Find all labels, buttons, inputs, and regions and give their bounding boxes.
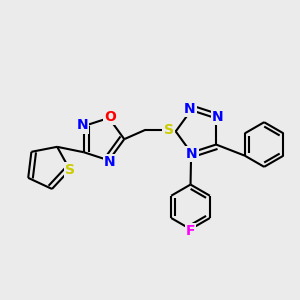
- Text: S: S: [65, 163, 75, 177]
- Text: N: N: [184, 102, 195, 116]
- Text: N: N: [76, 118, 88, 132]
- Text: N: N: [212, 110, 224, 124]
- Text: O: O: [104, 110, 116, 124]
- Text: N: N: [104, 155, 115, 169]
- Text: F: F: [186, 224, 195, 238]
- Text: N: N: [186, 147, 198, 161]
- Text: S: S: [164, 123, 174, 137]
